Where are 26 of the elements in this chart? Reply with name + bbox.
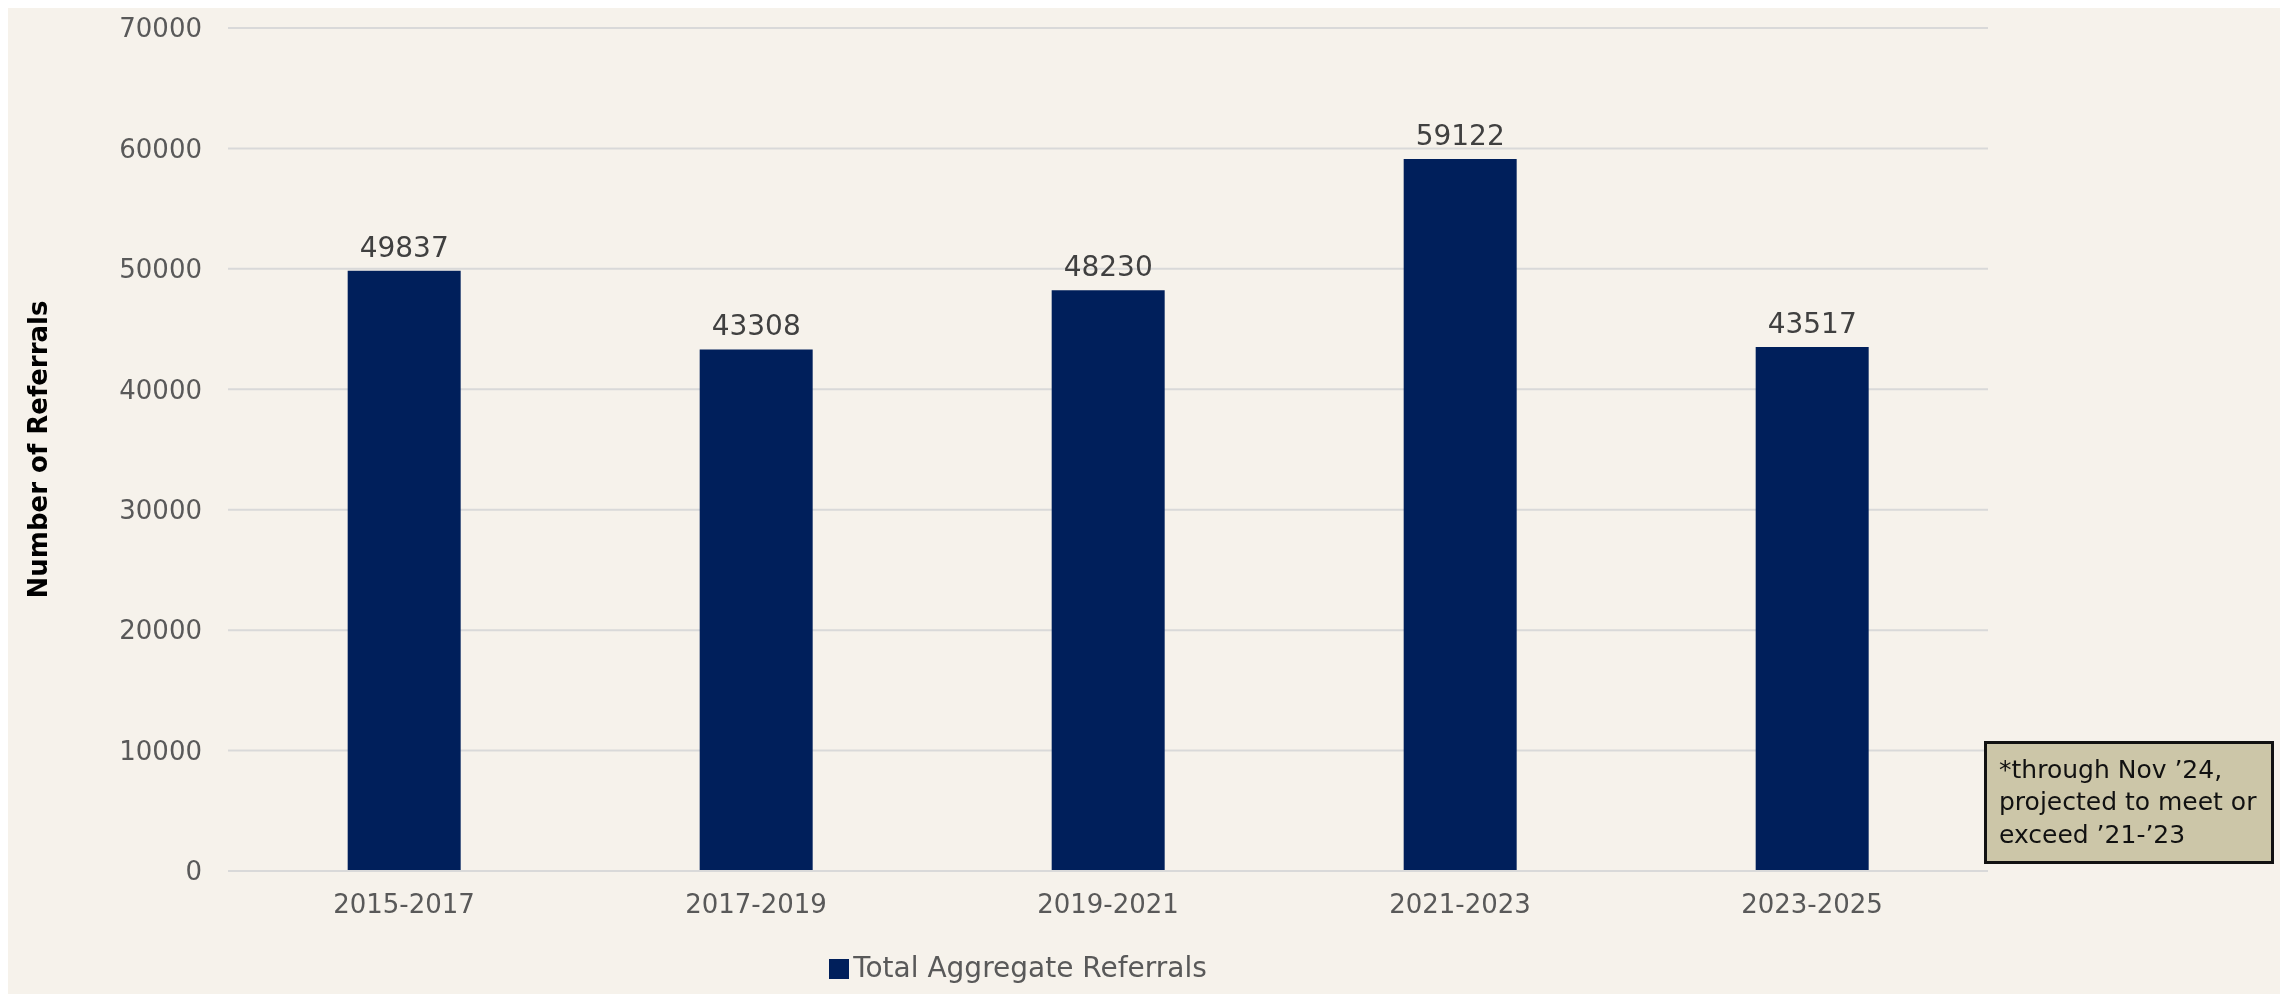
- bar: [1755, 346, 1869, 871]
- bar: [1051, 290, 1165, 871]
- y-tick-label: 0: [185, 856, 202, 887]
- bar: [347, 270, 461, 871]
- y-tick-label: 50000: [119, 254, 202, 285]
- x-tick-label: 2021-2023: [1389, 889, 1531, 920]
- x-tick-label: 2015-2017: [333, 889, 475, 920]
- data-label: 49837: [359, 230, 449, 264]
- y-axis-title: Number of Referrals: [23, 300, 54, 599]
- legend-label: Total Aggregate Referrals: [853, 951, 1207, 984]
- bar: [699, 349, 813, 871]
- y-tick-label: 70000: [119, 13, 202, 44]
- note-box: *through Nov ’24, projected to meet or exceed ’21-’23: [1984, 740, 2274, 864]
- data-label: 48230: [1063, 250, 1153, 284]
- data-label: 43517: [1767, 306, 1857, 340]
- data-label: 59122: [1415, 119, 1505, 152]
- y-tick-label: 30000: [119, 494, 202, 525]
- y-tick-label: 20000: [119, 615, 202, 646]
- x-tick-label: 2019-2021: [1037, 889, 1179, 920]
- data-label: 43308: [711, 309, 801, 343]
- y-tick-label: 40000: [119, 374, 202, 405]
- bar: [1403, 159, 1517, 871]
- y-tick-label: 60000: [119, 133, 202, 164]
- y-tick-label: 10000: [119, 735, 202, 766]
- x-tick-label: 2017-2019: [685, 889, 827, 920]
- x-tick-label: 2023-2025: [1741, 889, 1883, 920]
